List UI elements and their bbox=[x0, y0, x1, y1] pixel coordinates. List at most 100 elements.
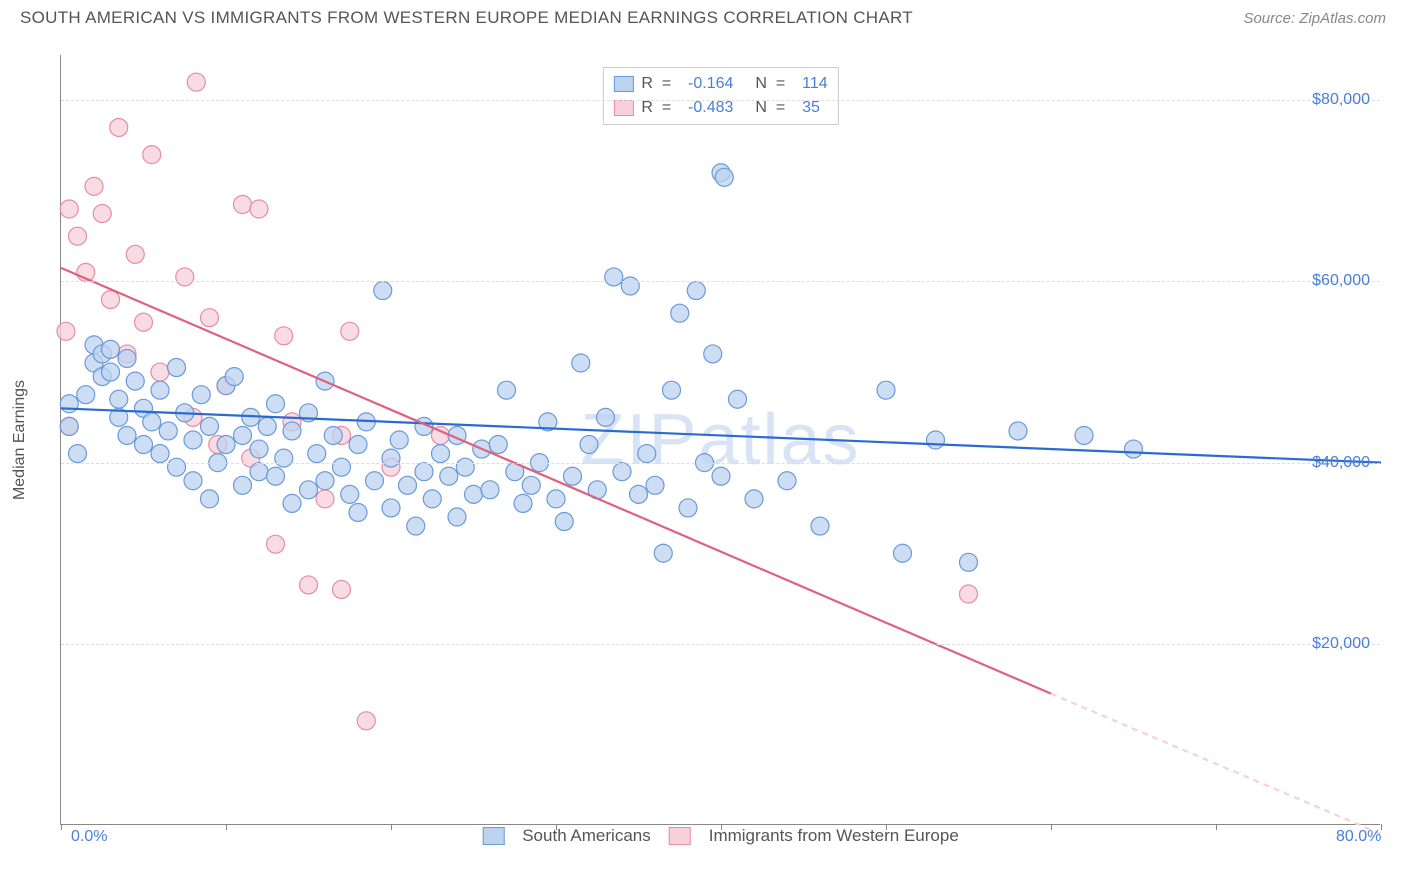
data-point bbox=[93, 205, 111, 223]
data-point bbox=[498, 381, 516, 399]
data-point bbox=[597, 408, 615, 426]
legend-r-value-2: -0.483 bbox=[688, 99, 733, 117]
data-point bbox=[407, 517, 425, 535]
swatch-icon bbox=[482, 827, 504, 845]
data-point bbox=[69, 445, 87, 463]
data-point bbox=[176, 268, 194, 286]
data-point bbox=[267, 467, 285, 485]
data-point bbox=[456, 458, 474, 476]
data-point bbox=[715, 168, 733, 186]
data-point bbox=[671, 304, 689, 322]
data-point bbox=[168, 458, 186, 476]
data-point bbox=[102, 363, 120, 381]
x-tick bbox=[1216, 824, 1217, 830]
data-point bbox=[283, 422, 301, 440]
x-tick bbox=[1051, 824, 1052, 830]
data-point bbox=[85, 177, 103, 195]
data-point bbox=[621, 277, 639, 295]
source-label: Source: ZipAtlas.com bbox=[1243, 10, 1386, 27]
data-point bbox=[481, 481, 499, 499]
data-point bbox=[135, 436, 153, 454]
data-point bbox=[465, 485, 483, 503]
swatch-series-1 bbox=[613, 76, 633, 92]
y-tick-label: $60,000 bbox=[1312, 272, 1370, 290]
data-point bbox=[704, 345, 722, 363]
data-point bbox=[69, 227, 87, 245]
data-point bbox=[630, 485, 648, 503]
data-point bbox=[258, 417, 276, 435]
data-point bbox=[374, 282, 392, 300]
legend-n-label: N = bbox=[755, 75, 794, 93]
data-point bbox=[654, 544, 672, 562]
data-point bbox=[151, 363, 169, 381]
data-point bbox=[341, 322, 359, 340]
data-point bbox=[102, 291, 120, 309]
y-tick-label: $80,000 bbox=[1312, 91, 1370, 109]
data-point bbox=[547, 490, 565, 508]
data-point bbox=[201, 490, 219, 508]
legend-row-1: R = -0.164 N = 114 bbox=[613, 72, 827, 96]
data-point bbox=[126, 245, 144, 263]
legend-series-label: South Americans bbox=[522, 826, 651, 846]
data-point bbox=[687, 282, 705, 300]
data-point bbox=[679, 499, 697, 517]
data-point bbox=[267, 535, 285, 553]
gridline bbox=[61, 644, 1380, 645]
data-point bbox=[118, 349, 136, 367]
x-tick bbox=[226, 824, 227, 830]
data-point bbox=[102, 340, 120, 358]
x-tick bbox=[61, 824, 62, 830]
plot-svg bbox=[61, 55, 1380, 824]
data-point bbox=[729, 390, 747, 408]
x-axis-label: 0.0% bbox=[71, 828, 107, 846]
data-point bbox=[349, 436, 367, 454]
data-point bbox=[110, 118, 128, 136]
data-point bbox=[894, 544, 912, 562]
gridline bbox=[61, 463, 1380, 464]
data-point bbox=[613, 463, 631, 481]
data-point bbox=[349, 503, 367, 521]
data-point bbox=[250, 200, 268, 218]
data-point bbox=[432, 445, 450, 463]
data-point bbox=[201, 309, 219, 327]
trend-line bbox=[61, 268, 1051, 694]
data-point bbox=[308, 445, 326, 463]
series-legend: South AmericansImmigrants from Western E… bbox=[482, 826, 959, 846]
correlation-legend: R = -0.164 N = 114 R = -0.483 N = 35 bbox=[602, 67, 838, 125]
data-point bbox=[811, 517, 829, 535]
legend-n-label: N = bbox=[755, 99, 794, 117]
data-point bbox=[201, 417, 219, 435]
data-point bbox=[1009, 422, 1027, 440]
data-point bbox=[960, 553, 978, 571]
data-point bbox=[316, 472, 334, 490]
data-point bbox=[126, 372, 144, 390]
y-axis-label: Median Earnings bbox=[11, 380, 29, 500]
data-point bbox=[184, 472, 202, 490]
data-point bbox=[234, 476, 252, 494]
gridline bbox=[61, 100, 1380, 101]
data-point bbox=[234, 426, 252, 444]
data-point bbox=[143, 413, 161, 431]
data-point bbox=[1125, 440, 1143, 458]
data-point bbox=[192, 386, 210, 404]
data-point bbox=[151, 381, 169, 399]
data-point bbox=[382, 449, 400, 467]
data-point bbox=[960, 585, 978, 603]
legend-n-value-2: 35 bbox=[802, 99, 820, 117]
chart-container: Median Earnings ZIPatlas R = -0.164 N = … bbox=[50, 45, 1386, 835]
data-point bbox=[415, 463, 433, 481]
data-point bbox=[423, 490, 441, 508]
data-point bbox=[77, 386, 95, 404]
data-point bbox=[390, 431, 408, 449]
data-point bbox=[225, 368, 243, 386]
data-point bbox=[250, 440, 268, 458]
trend-line-dashed bbox=[1051, 694, 1381, 834]
data-point bbox=[489, 436, 507, 454]
data-point bbox=[60, 417, 78, 435]
data-point bbox=[382, 499, 400, 517]
y-tick-label: $20,000 bbox=[1312, 635, 1370, 653]
data-point bbox=[118, 426, 136, 444]
data-point bbox=[341, 485, 359, 503]
data-point bbox=[168, 359, 186, 377]
data-point bbox=[564, 467, 582, 485]
